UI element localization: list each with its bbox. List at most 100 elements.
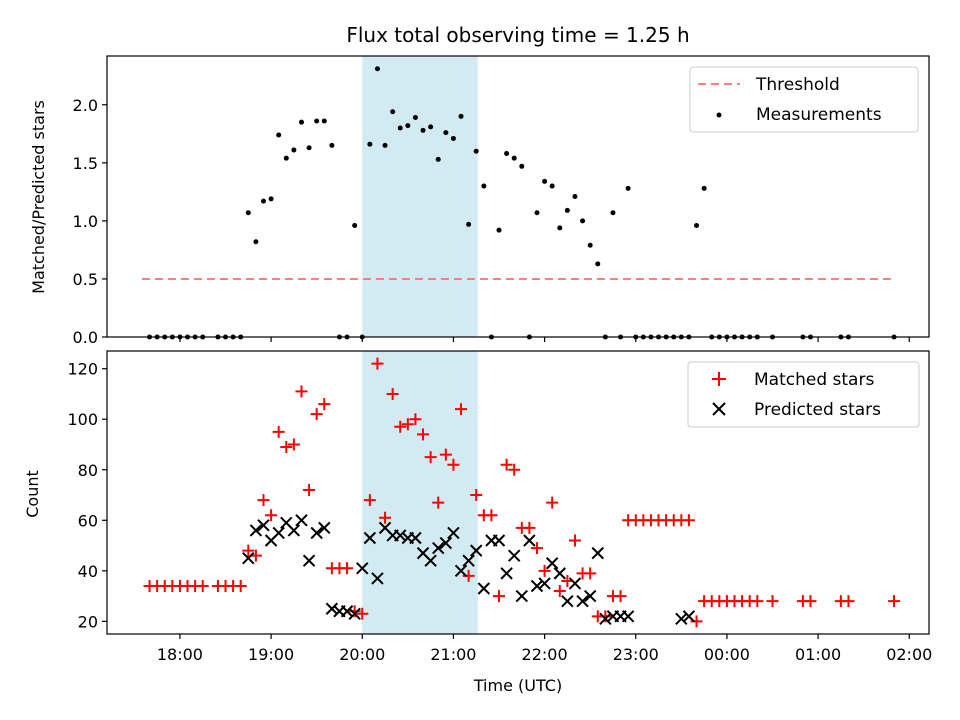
matched-star-point: [280, 441, 293, 454]
measurements-legend-swatch: [716, 112, 722, 118]
predicted-star-point: [409, 531, 422, 545]
matched-star-point: [424, 451, 437, 464]
matched-star-point: [842, 595, 855, 608]
predicted-star-point: [538, 577, 551, 590]
measurement-point: [253, 239, 259, 245]
predicted-star-point: [675, 612, 688, 626]
axes-frame: [106, 350, 930, 635]
predicted-star-point: [394, 529, 407, 542]
matched-star-point: [417, 428, 430, 441]
measurement-point: [382, 142, 388, 148]
measurement-point: [610, 210, 616, 216]
measurement-point: [519, 163, 525, 169]
measurement-point: [276, 132, 282, 138]
measurement-point: [268, 196, 274, 202]
matched-star-point: [546, 496, 559, 509]
predicted-star-point: [454, 564, 468, 578]
measurement-point: [595, 261, 601, 267]
predicted-star-point: [576, 594, 589, 608]
measurement-point: [694, 223, 700, 229]
matched-star-point: [553, 585, 566, 598]
predicted-star-point: [561, 594, 574, 608]
measurement-point: [564, 207, 570, 213]
matched-star-point: [614, 590, 627, 603]
matched-star-point: [363, 494, 376, 507]
matched-star-point: [341, 562, 354, 575]
matched-star-point: [310, 408, 323, 421]
predicted-star-point: [439, 536, 453, 550]
predicted-star-point: [523, 534, 536, 547]
measurement-point: [260, 198, 266, 204]
x-tick-label: 22:00: [522, 645, 568, 664]
predicted-star-point: [424, 554, 437, 567]
measurement-point: [314, 118, 320, 124]
predicted-star-point: [500, 567, 513, 580]
y-tick-label: 120: [67, 360, 98, 379]
y-tick-label: 80: [78, 461, 98, 480]
y-tick-label: 60: [78, 511, 98, 530]
predicted-star-point: [599, 612, 612, 626]
ratio-legend: Threshold Measurements: [689, 66, 919, 133]
x-tick-label: 01:00: [795, 645, 841, 664]
measurement-point: [458, 113, 464, 119]
y-tick-label: 0.0: [73, 328, 98, 347]
count-legend: Matched stars Predicted stars: [687, 361, 920, 428]
predicted-star-point: [356, 562, 369, 575]
measurement-point: [580, 218, 586, 224]
count-y-axis-label: Count: [23, 470, 42, 518]
matched-legend-label: Matched stars: [754, 370, 874, 390]
predicted-star-point: [340, 605, 354, 618]
measurement-point: [321, 118, 327, 124]
predicted-star-point: [621, 610, 635, 623]
matched-star-point: [682, 514, 695, 527]
measurement-point: [542, 178, 548, 184]
measurement-point: [420, 127, 426, 133]
observing-window-span: [362, 56, 478, 337]
matched-star-point: [447, 458, 460, 471]
matched-star-point: [455, 403, 468, 416]
matched-star-point: [500, 458, 513, 471]
predicted-star-point: [371, 572, 384, 585]
predicted-star-point: [310, 526, 323, 540]
matched-legend-swatch: [712, 372, 726, 386]
predicted-star-point: [302, 554, 316, 567]
measurement-point: [428, 124, 434, 130]
ratio-legend-box: [689, 66, 919, 133]
matched-star-point: [386, 387, 399, 400]
matched-star-point: [530, 542, 543, 555]
measurement-point: [549, 183, 555, 189]
measurement-point: [283, 155, 289, 161]
predicted-star-point: [295, 514, 308, 527]
matched-star-point: [401, 418, 414, 431]
measurement-point: [374, 66, 380, 72]
measurement-point: [245, 210, 251, 216]
measurement-point: [298, 119, 304, 125]
measurement-point: [504, 151, 510, 157]
y-tick-label: 100: [67, 410, 98, 429]
matched-star-point: [242, 544, 255, 557]
matched-star-point: [584, 567, 597, 580]
measurement-point: [496, 227, 502, 233]
axes-frame: [106, 55, 930, 338]
measurement-point: [390, 109, 396, 115]
observing-window-span: [362, 351, 478, 634]
predicted-star-point: [591, 546, 604, 560]
matched-star-point: [379, 511, 392, 524]
predicted-star-point: [363, 531, 377, 545]
matched-star-point: [196, 579, 209, 592]
ratio-plot-area: 0.0 0.5 1.0 1.5 2.0: [73, 55, 930, 347]
matched-star-point: [523, 521, 536, 534]
matched-star-point: [538, 564, 551, 577]
predicted-star-point: [583, 589, 597, 603]
measurement-point: [412, 115, 418, 121]
ratio-y-axis-label: Matched/Predicted stars: [29, 100, 48, 294]
measurement-point: [450, 135, 456, 141]
matched-star-point: [470, 489, 483, 502]
x-tick-label: 23:00: [613, 645, 659, 664]
measurement-point: [625, 185, 631, 191]
x-tick-label: 21:00: [430, 645, 476, 664]
predicted-star-point: [682, 610, 696, 623]
matched-star-point: [272, 425, 285, 438]
measurements-legend-label: Measurements: [756, 105, 882, 125]
matched-star-point: [462, 569, 475, 582]
